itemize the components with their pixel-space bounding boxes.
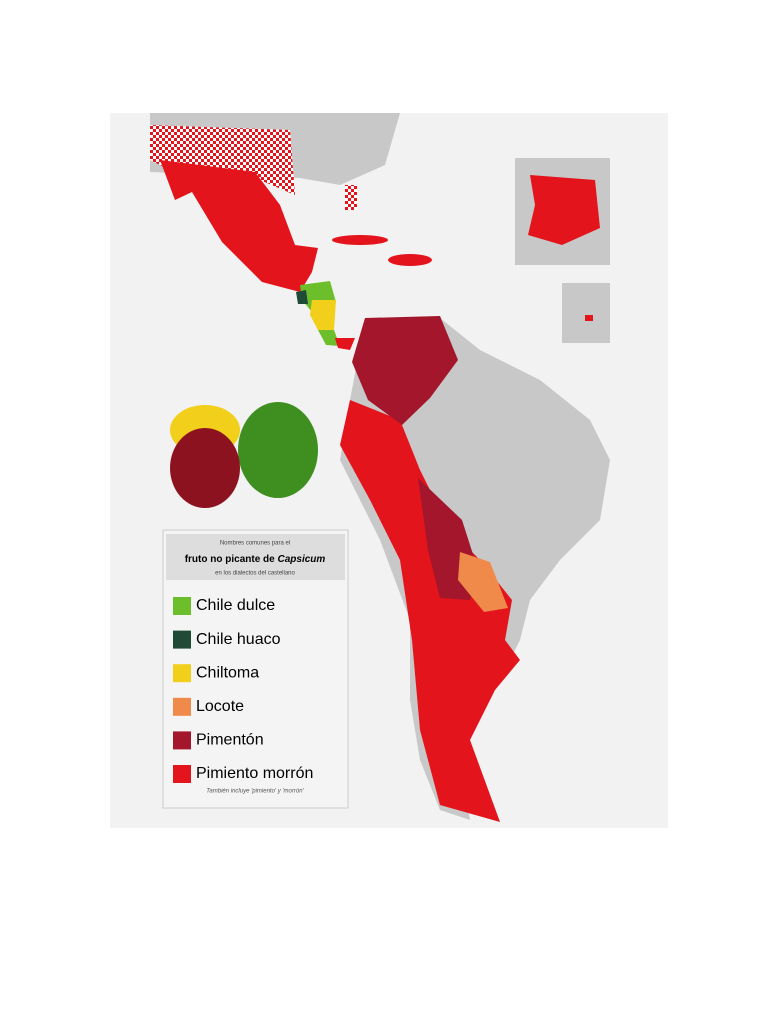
red-pepper	[170, 428, 240, 508]
legend-label: Chile dulce	[196, 597, 275, 614]
africa-inset	[562, 283, 610, 343]
region	[458, 552, 508, 612]
region	[335, 338, 355, 350]
legend-heading: Nombres comunes para el	[220, 541, 290, 547]
legend-label: Locote	[196, 698, 244, 715]
legend-note: También incluye 'pimiento' y 'morrón'	[206, 789, 304, 795]
region	[340, 400, 520, 822]
legend-swatch	[173, 597, 191, 615]
legend-swatch	[173, 664, 191, 683]
legend-heading: fruto no picante de Capsicum	[185, 554, 326, 565]
region	[160, 160, 318, 292]
legend-swatch	[173, 697, 191, 716]
florida	[345, 185, 357, 210]
region	[310, 300, 336, 330]
region	[296, 290, 308, 304]
legend-items: Chile dulce Chile huaco Chiltoma Locote Pime…	[173, 597, 313, 783]
region	[388, 254, 432, 266]
legend-heading: en los dialectos del castellano	[215, 571, 295, 577]
legend-swatch	[173, 630, 191, 649]
region	[352, 316, 458, 425]
green-pepper	[238, 402, 318, 498]
legend-heading: Capsicum	[277, 554, 325, 565]
legend-heading: fruto no picante de	[185, 554, 278, 565]
legend-header	[166, 534, 345, 580]
legend-swatch	[173, 765, 191, 783]
region	[528, 175, 600, 245]
legend-label: Pimentón	[196, 732, 264, 749]
legend-label: Pimiento morrón	[196, 765, 313, 782]
region	[585, 315, 593, 321]
legend-label: Chiltoma	[196, 664, 259, 681]
legend-swatch	[173, 731, 191, 750]
legend-label: Chile huaco	[196, 631, 281, 648]
region	[318, 330, 340, 346]
region	[332, 235, 388, 245]
